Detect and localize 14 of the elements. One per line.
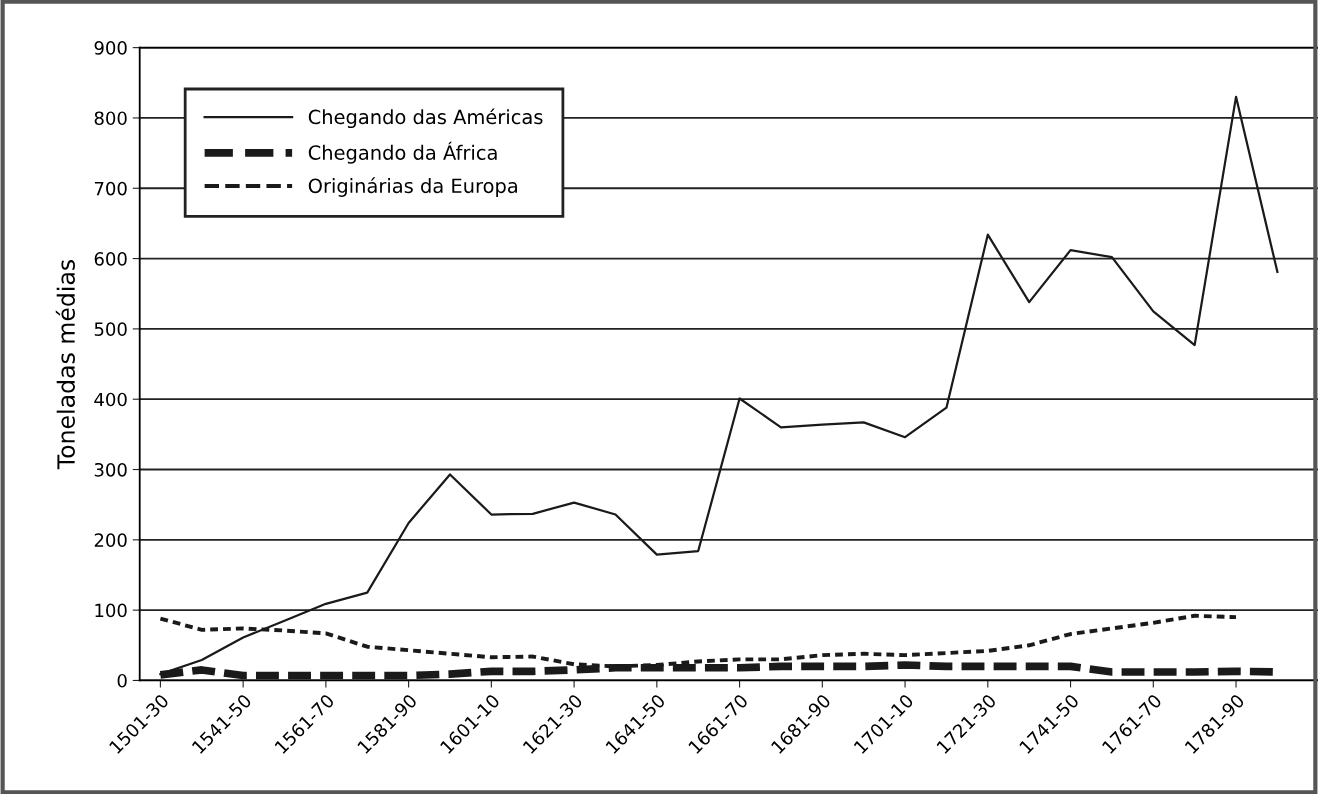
y-tick-label: 500 xyxy=(94,322,127,337)
y-tick-label: 100 xyxy=(95,603,127,618)
y-tick-label: 400 xyxy=(94,392,127,407)
y-tick-label: 800 xyxy=(94,111,127,126)
y-tick-label: 700 xyxy=(94,181,127,196)
y-tick-label: 200 xyxy=(94,533,127,547)
y-tick-label: 600 xyxy=(94,252,127,266)
y-axis-title: Toneladas médias xyxy=(55,259,75,470)
legend-label: Originárias da Europa xyxy=(308,177,517,197)
y-tick-label: 0 xyxy=(117,673,127,688)
legend-label: Chegando das Américas xyxy=(308,108,543,129)
legend-label: Chegando da África xyxy=(308,141,497,164)
y-tick-label: 900 xyxy=(94,41,127,55)
y-tick-label: 300 xyxy=(94,462,127,477)
